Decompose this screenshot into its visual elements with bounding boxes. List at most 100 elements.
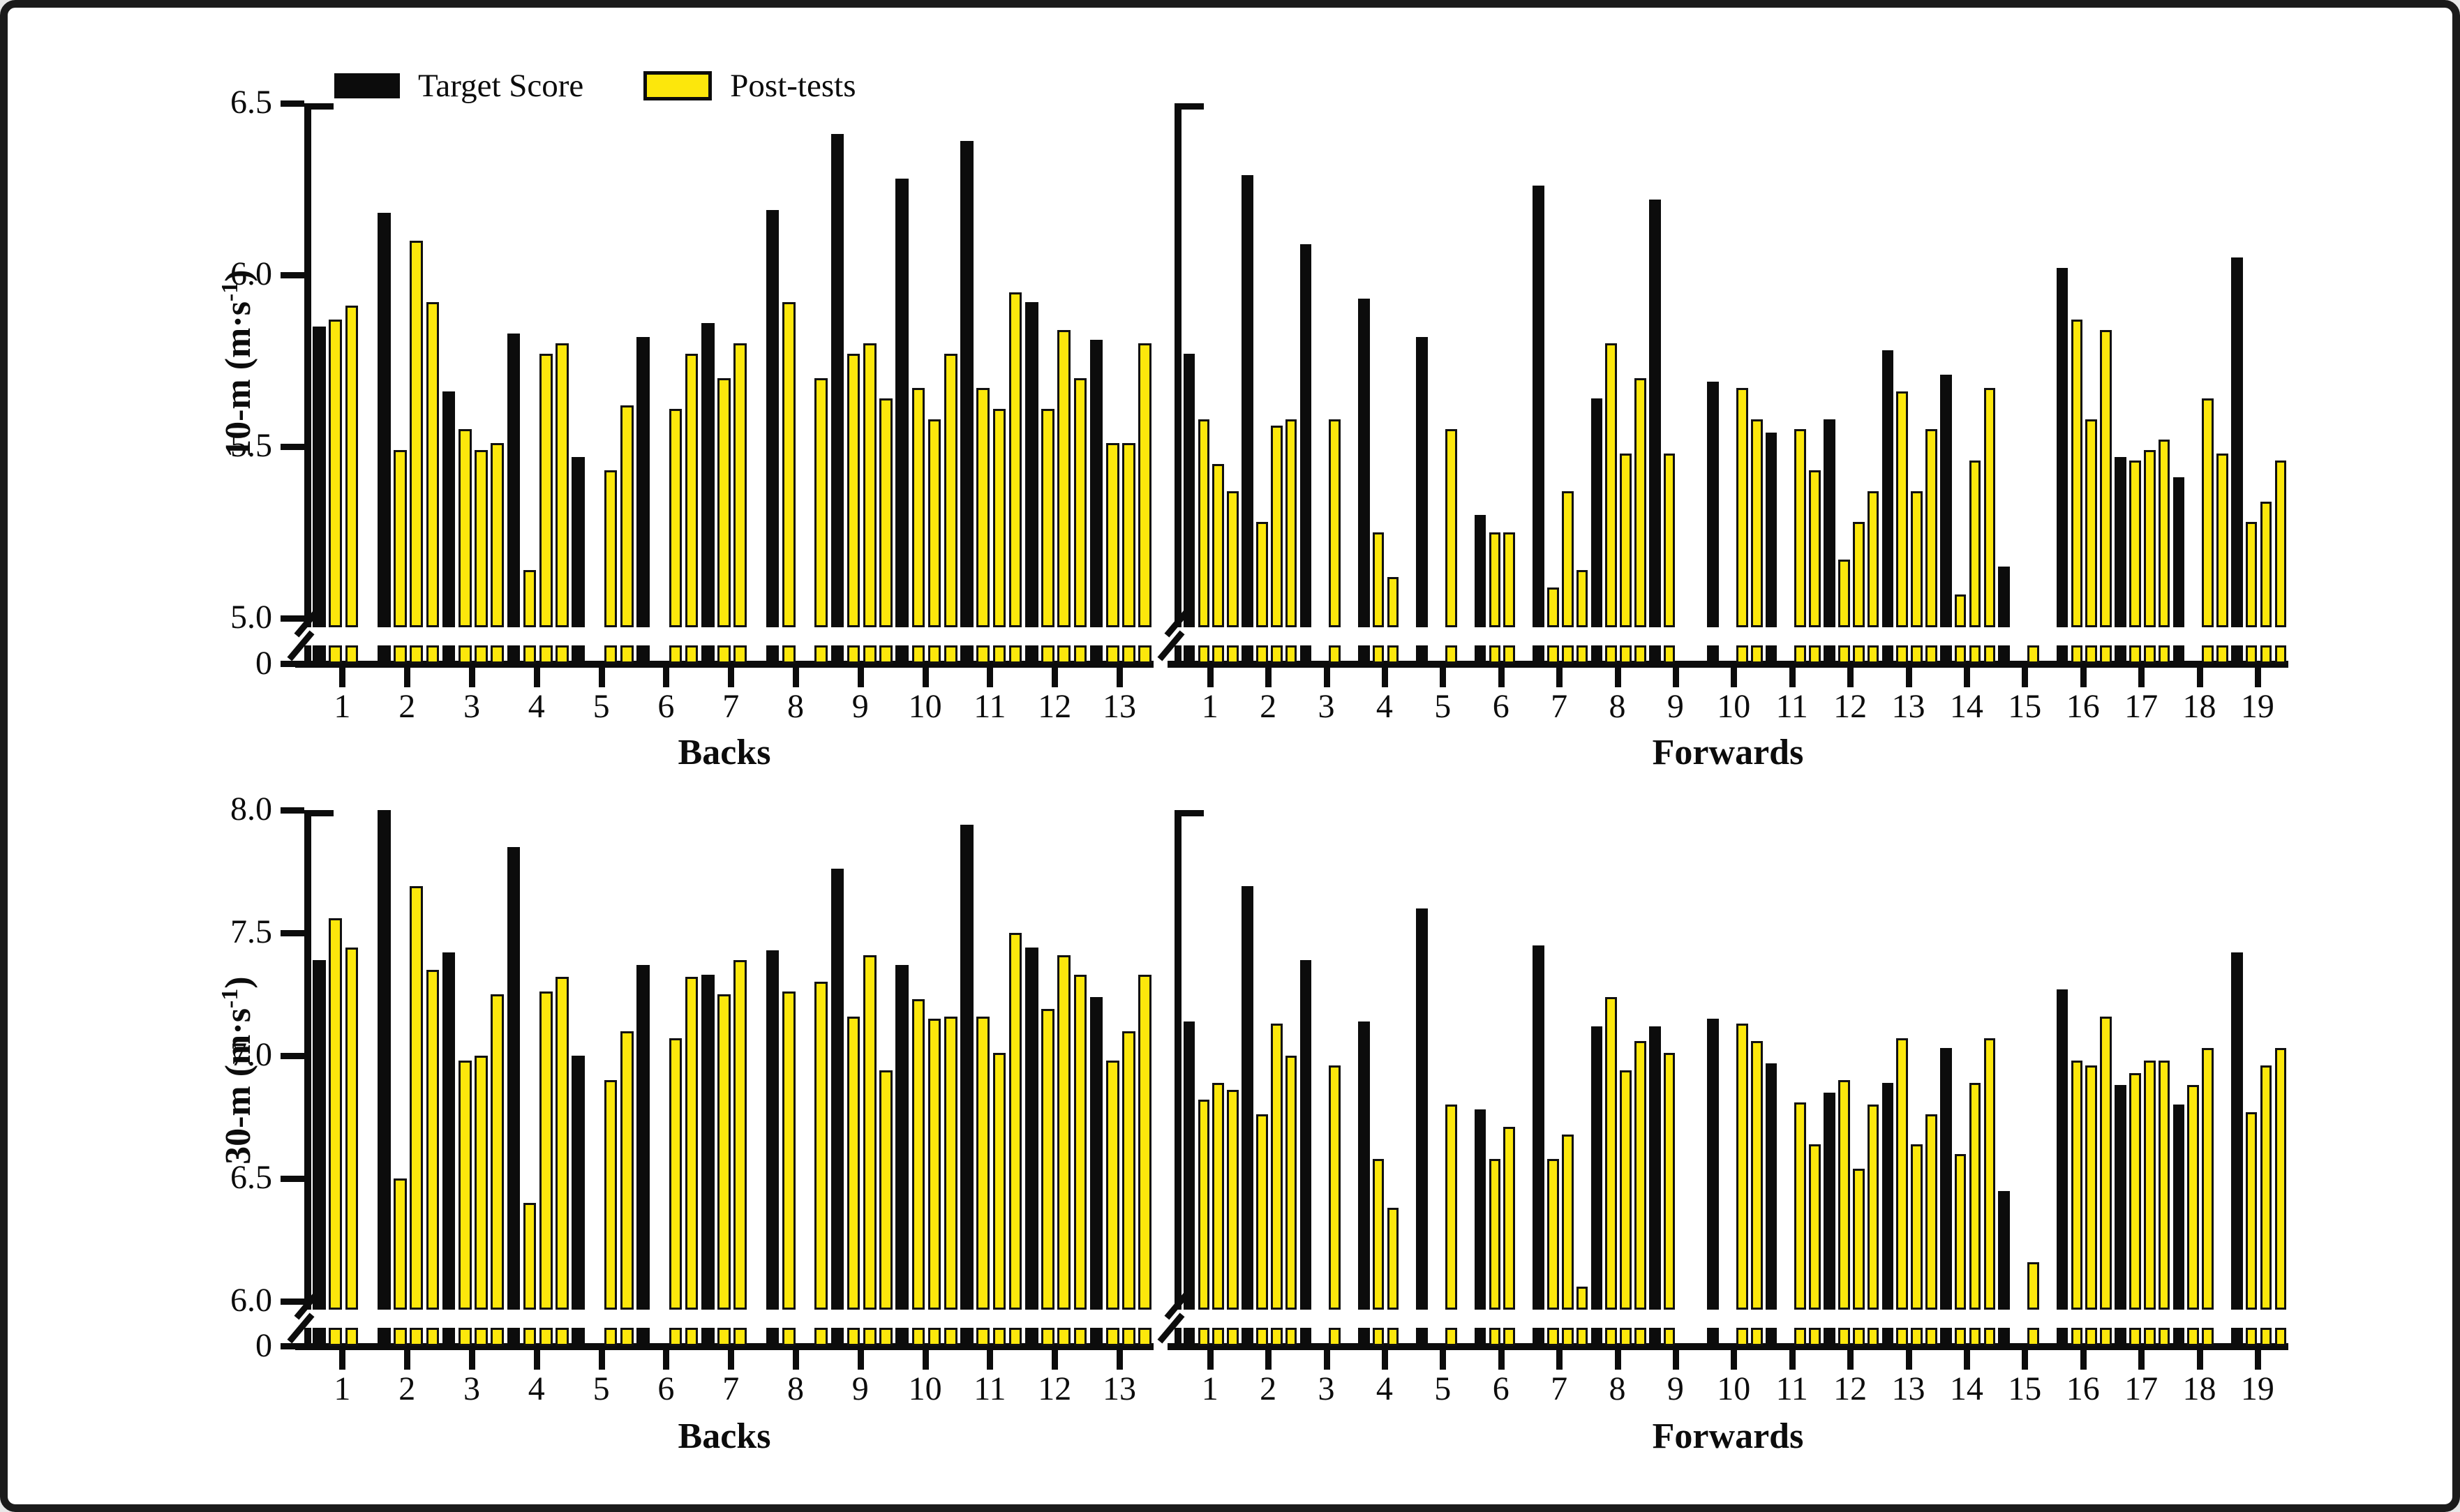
post-test-bar-stub — [1122, 1328, 1135, 1346]
post-test-bar — [1503, 532, 1516, 627]
post-test-bar — [1794, 1102, 1807, 1310]
x-axis-line — [1168, 1343, 2288, 1350]
target-bar — [1416, 908, 1429, 1310]
post-test-bar-stub — [2143, 645, 2156, 664]
x-group-tick — [404, 1350, 411, 1370]
post-test-bar-stub — [685, 1328, 699, 1346]
post-test-bar-stub — [2245, 1328, 2258, 1346]
x-category-label: 1 — [1201, 688, 1218, 725]
x-group-tick — [1963, 668, 1970, 687]
y-tick — [281, 444, 304, 450]
x-category-label: 7 — [1551, 688, 1568, 725]
target-bar — [1533, 945, 1544, 1310]
post-test-bar-stub — [1925, 645, 1937, 664]
post-test-bar — [1372, 1158, 1385, 1310]
post-test-bar-stub — [879, 645, 893, 664]
post-test-bar — [1663, 453, 1676, 627]
post-test-bar-stub — [944, 645, 957, 664]
y-axis-spine — [304, 103, 311, 627]
x-category-label: 12 — [1038, 1370, 1072, 1407]
x-category-label: 3 — [463, 1370, 480, 1407]
post-test-bar — [2100, 1016, 2112, 1310]
post-test-bar-stub — [2143, 1328, 2156, 1346]
post-test-bar-stub — [1122, 645, 1135, 664]
target-bar — [1474, 1109, 1486, 1310]
target-bar-stub — [1707, 1328, 1720, 1346]
post-test-bar — [847, 354, 860, 627]
post-test-bar-stub — [1073, 1328, 1087, 1346]
post-test-bar-stub — [1105, 645, 1119, 664]
post-test-bar-stub — [927, 1328, 941, 1346]
x-group-tick — [2022, 1350, 2029, 1370]
x-axis-line — [1168, 661, 2288, 668]
y-tick-label: 5.0 — [230, 599, 272, 636]
x-category-label: 18 — [2182, 688, 2216, 725]
post-test-bar-stub — [2085, 1328, 2098, 1346]
target-bar — [1648, 199, 1661, 627]
target-bar-stub — [1089, 1328, 1103, 1346]
post-test-bar-stub — [1736, 1328, 1748, 1346]
post-test-bar-stub — [410, 645, 423, 664]
target-bar — [2230, 952, 2243, 1310]
x-group-tick — [1731, 1350, 1738, 1370]
y-tick — [281, 1343, 304, 1349]
post-test-bar-stub — [2187, 1328, 2200, 1346]
post-test-bar-stub — [1852, 1328, 1865, 1346]
post-test-bar-stub — [863, 1328, 877, 1346]
legend-swatch-posttests-icon — [643, 71, 713, 100]
post-test-bar — [426, 302, 440, 627]
post-test-bar-stub — [879, 1328, 893, 1346]
target-bar — [1998, 1190, 2011, 1310]
y-tick-label: 7.0 — [230, 1036, 272, 1073]
post-test-bar — [911, 999, 925, 1310]
post-test-bar-stub — [863, 645, 877, 664]
post-test-bar-stub — [1270, 645, 1283, 664]
post-test-bar — [1969, 1082, 1981, 1310]
y-axis-top-cap — [304, 103, 334, 110]
target-bar-stub — [1024, 1328, 1038, 1346]
x-category-label: 9 — [851, 688, 869, 725]
post-test-bar-stub — [1372, 1328, 1385, 1346]
x-category-label: 2 — [1260, 1370, 1277, 1407]
target-bar — [895, 179, 909, 627]
target-bar-stub — [1024, 645, 1038, 664]
post-test-bar-stub — [814, 1328, 828, 1346]
y-tick — [281, 100, 304, 107]
post-test-bar-stub — [1073, 645, 1087, 664]
post-test-bar-stub — [2158, 1328, 2170, 1346]
post-test-bar-stub — [1867, 1328, 1879, 1346]
x-group-tick — [2196, 1350, 2203, 1370]
post-test-bar — [1867, 491, 1879, 627]
post-test-bar-stub — [2027, 1328, 2039, 1346]
target-bar-stub — [313, 645, 326, 664]
post-test-bar-stub — [847, 1328, 860, 1346]
x-axis-title: Forwards — [1652, 733, 1804, 772]
target-bar — [1881, 1082, 1894, 1310]
post-test-bar — [2071, 1061, 2083, 1310]
target-bar — [2056, 268, 2068, 627]
y-tick-label: 6.5 — [230, 1159, 272, 1196]
post-test-bar-stub — [1227, 645, 1239, 664]
target-bar — [1183, 354, 1195, 627]
post-test-bar-stub — [1227, 1328, 1239, 1346]
post-test-bar — [523, 1203, 537, 1310]
target-bar — [1939, 1048, 1952, 1310]
post-test-bar — [1809, 470, 1821, 627]
post-test-bar-stub — [539, 1328, 553, 1346]
legend-swatch-target-icon — [334, 73, 400, 98]
post-test-bar — [1138, 343, 1151, 627]
target-bar — [1242, 175, 1253, 627]
x-group-tick — [339, 668, 346, 687]
x-group-tick — [2254, 1350, 2261, 1370]
x-group-tick — [1498, 1350, 1505, 1370]
y-tick-label: 5.5 — [230, 427, 272, 464]
x-group-tick — [598, 1350, 605, 1370]
post-test-bar-stub — [1256, 645, 1268, 664]
post-test-bar-stub — [329, 645, 342, 664]
post-test-bar — [1057, 329, 1071, 627]
post-test-bar — [1372, 532, 1385, 627]
post-test-bar-stub — [426, 645, 440, 664]
x-category-label: 11 — [1775, 1370, 1808, 1407]
x-category-label: 16 — [2066, 688, 2100, 725]
post-test-bar — [620, 405, 634, 627]
